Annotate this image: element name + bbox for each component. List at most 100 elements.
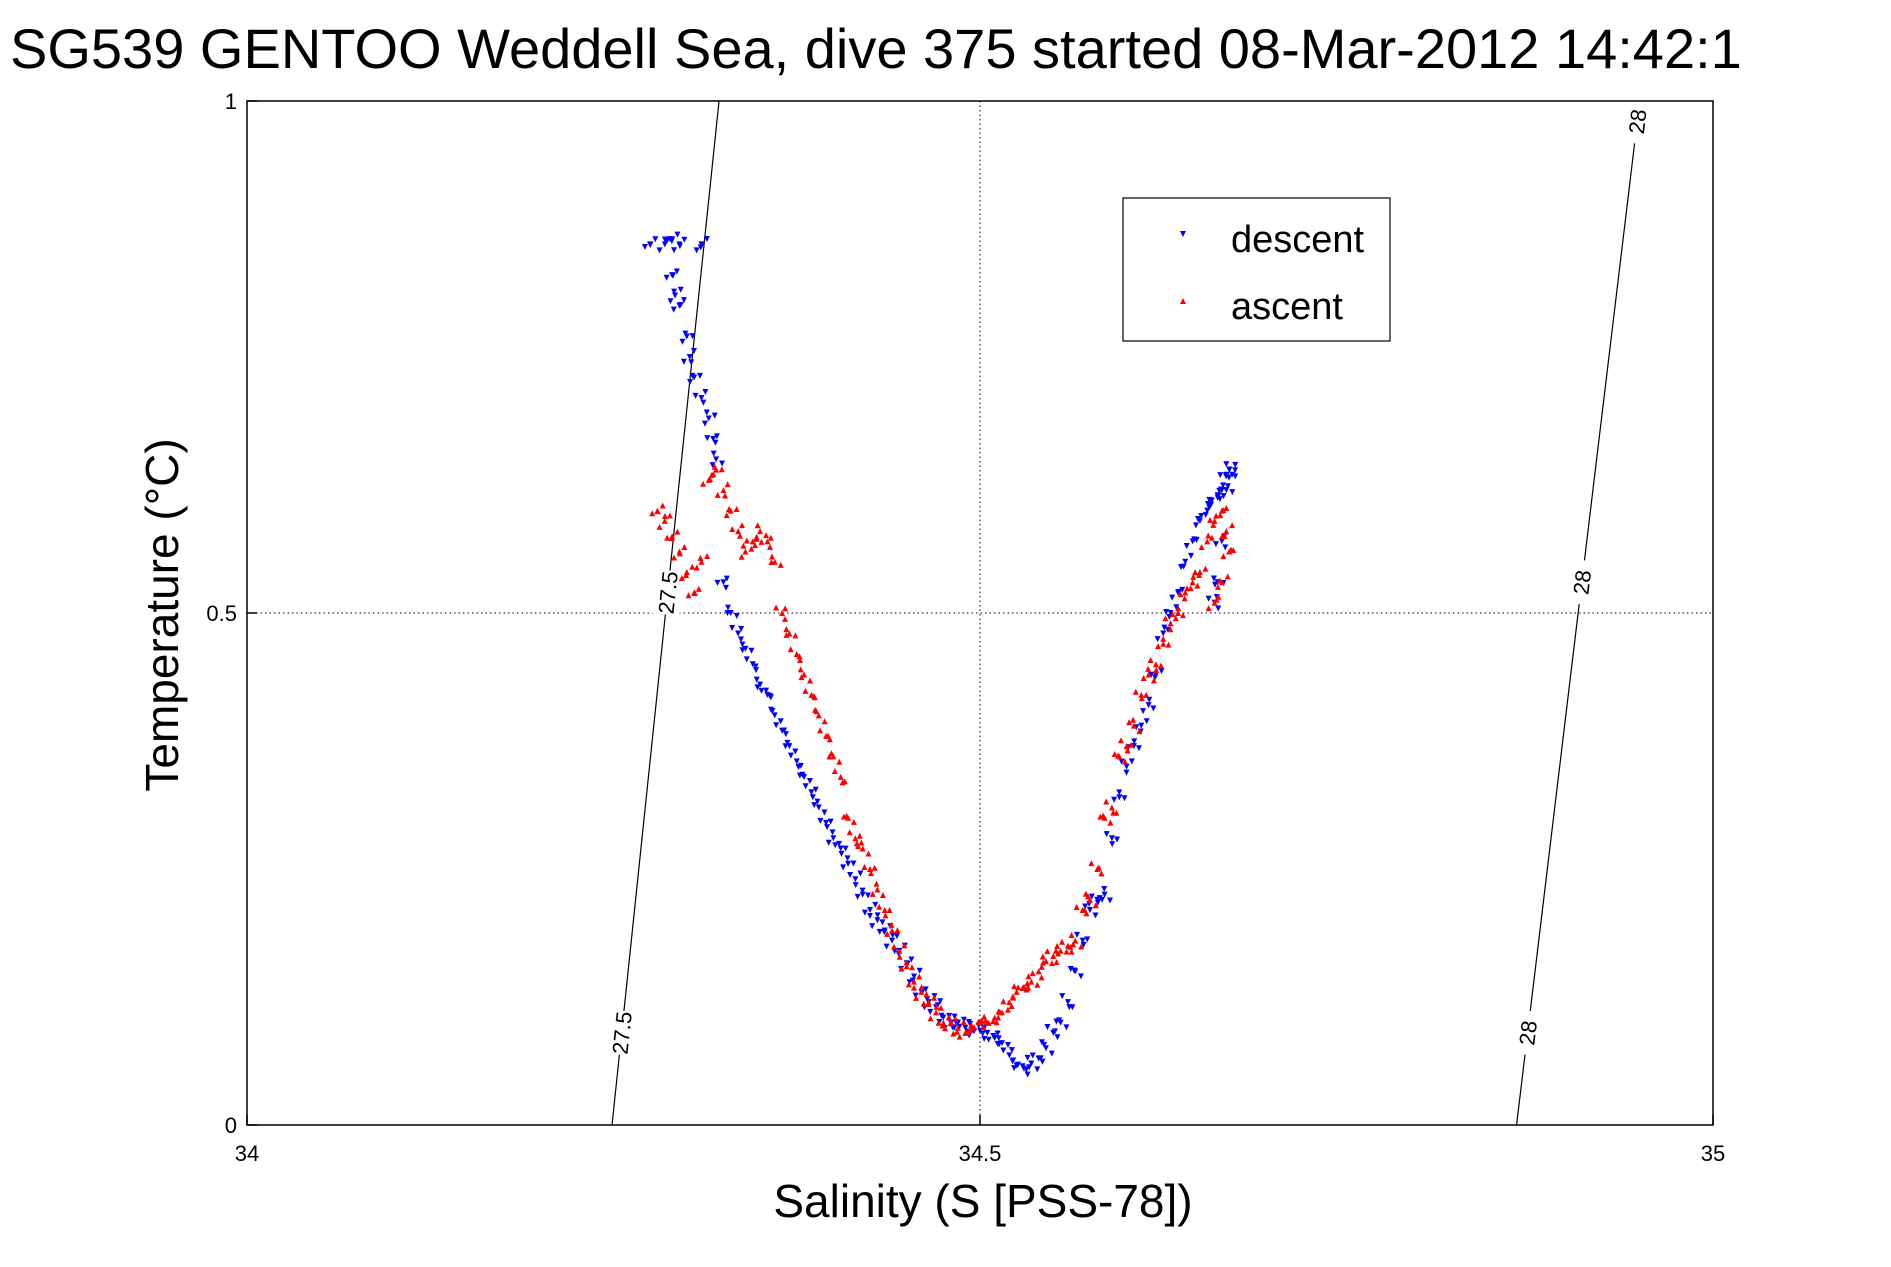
descent-point	[671, 247, 678, 254]
ascent-point	[918, 988, 925, 995]
descent-point	[703, 409, 710, 416]
ascent-point	[1214, 583, 1221, 590]
descent-point	[752, 663, 759, 670]
descent-point	[753, 667, 760, 674]
descent-point	[722, 584, 729, 591]
ascent-point	[743, 537, 750, 544]
descent-point	[1161, 624, 1168, 631]
x-axis-label: Salinity (S [PSS-78])	[773, 1175, 1192, 1227]
descent-point	[1198, 512, 1205, 519]
descent-point	[981, 1035, 988, 1042]
descent-point	[922, 986, 929, 993]
descent-point	[792, 748, 799, 755]
ascent-point	[1202, 565, 1209, 572]
ascent-point	[894, 927, 901, 934]
ascent-point	[896, 953, 903, 960]
descent-point	[937, 998, 944, 1005]
descent-point	[1223, 473, 1230, 480]
ascent-point	[867, 866, 874, 872]
descent-point	[689, 333, 696, 340]
ascent-point	[978, 1017, 985, 1024]
descent-point	[889, 937, 896, 944]
ascent-point	[1211, 599, 1218, 606]
ascent-point	[1190, 573, 1197, 580]
descent-point	[782, 731, 789, 738]
ascent-point	[980, 1024, 987, 1031]
descent-point	[1176, 588, 1183, 595]
ascent-point	[945, 1014, 952, 1021]
descent-point	[1135, 745, 1142, 752]
descent-point	[1131, 738, 1138, 745]
descent-point	[1103, 831, 1110, 838]
descent-point	[802, 783, 809, 790]
ascent-point	[777, 561, 784, 568]
ascent-point	[733, 505, 740, 512]
ascent-point	[1073, 903, 1080, 910]
ascent-point	[1068, 948, 1075, 955]
ascent-point	[1072, 937, 1079, 944]
isopycnal-label: 27.5	[608, 1010, 637, 1055]
descent-point	[796, 772, 803, 779]
descent-point	[1024, 1071, 1031, 1078]
descent-point	[1006, 1052, 1013, 1059]
descent-point	[700, 399, 707, 406]
ascent-point	[1118, 737, 1125, 744]
ascent-point	[1054, 942, 1061, 949]
descent-point	[1064, 999, 1071, 1006]
ascent-point	[1050, 953, 1057, 960]
descent-point	[1215, 605, 1222, 612]
descent-point	[1044, 1023, 1051, 1030]
descent-point	[1011, 1065, 1018, 1072]
descent-point	[1039, 1058, 1046, 1065]
descent-point	[735, 630, 742, 637]
descent-point	[866, 912, 873, 919]
ascent-point	[821, 718, 828, 725]
descent-point	[720, 579, 727, 586]
descent-point	[690, 348, 697, 355]
isopycnal-label-bg	[1511, 1009, 1545, 1057]
descent-point	[673, 268, 680, 275]
ascent-point	[1024, 980, 1031, 987]
descent-point	[1145, 702, 1152, 709]
descent-point	[1210, 575, 1217, 582]
descent-point	[680, 358, 687, 365]
ascent-point	[749, 538, 756, 545]
ascent-point	[1038, 974, 1045, 981]
ascent-point	[718, 466, 725, 473]
ascent-point	[1103, 798, 1110, 805]
ascent-point	[782, 605, 789, 612]
ascent-point	[656, 523, 663, 530]
ascent-point	[995, 1014, 1002, 1021]
descent-point	[710, 450, 717, 457]
ascent-point	[965, 1029, 972, 1036]
ascent-point	[783, 626, 790, 633]
ascent-point	[738, 553, 745, 560]
descent-point	[1059, 993, 1066, 1000]
descent-point	[1063, 1024, 1070, 1031]
descent-point	[676, 243, 683, 250]
descent-point	[830, 835, 837, 842]
descent-point	[647, 241, 654, 248]
ascent-point	[1169, 611, 1176, 618]
descent-point	[852, 882, 859, 889]
descent-point	[1218, 538, 1225, 545]
ascent-point	[792, 632, 799, 639]
ascent-point	[826, 736, 833, 743]
ascent-point	[1172, 615, 1179, 622]
ascent-point	[1055, 950, 1062, 957]
ascent-point	[879, 892, 886, 899]
ascent-point	[1145, 665, 1152, 672]
ascent-point	[1177, 591, 1184, 598]
descent-point	[1067, 966, 1074, 973]
ascent-point	[729, 526, 736, 533]
descent-point	[668, 238, 675, 245]
ascent-point	[923, 991, 930, 998]
ascent-point	[876, 903, 883, 910]
descent-point	[1205, 595, 1212, 602]
descent-point	[670, 306, 677, 313]
ascent-point	[683, 572, 690, 579]
descent-point	[1082, 903, 1089, 910]
descent-point	[688, 359, 695, 366]
descent-point	[733, 613, 740, 620]
descent-point	[1220, 493, 1227, 500]
